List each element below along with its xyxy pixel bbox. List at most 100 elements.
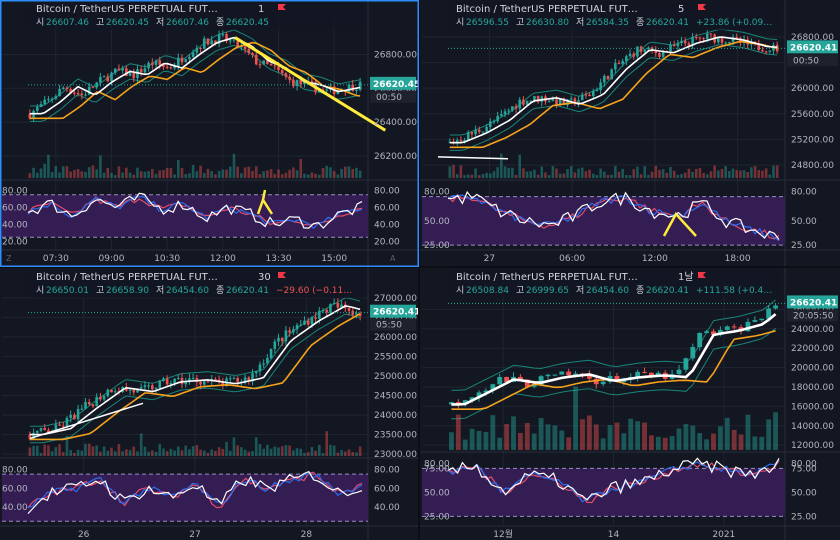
interval-label[interactable]: 30	[258, 272, 271, 283]
candle-body	[724, 326, 730, 331]
candle-body	[524, 379, 530, 387]
change-value: +23.86 (+0.09…	[696, 18, 772, 28]
candle-body	[603, 75, 606, 83]
candle-body	[184, 59, 188, 63]
candle-body	[759, 318, 765, 321]
ohlc-value: 26620.41	[646, 286, 689, 296]
time-tick-label: 06:00	[559, 254, 585, 264]
candle-body	[225, 34, 228, 42]
time-tick-label: 14	[608, 530, 620, 540]
candle-body	[329, 303, 332, 313]
candle-body	[54, 96, 58, 99]
interval-label[interactable]: 5	[678, 4, 684, 15]
ohlc-key: 고	[516, 18, 524, 28]
price-tick-label: 18000.00	[791, 383, 834, 393]
volume-bar	[136, 167, 139, 178]
candle-body	[483, 390, 489, 393]
ohlc-value: 26508.84	[466, 286, 509, 296]
candle-body	[694, 36, 698, 38]
interval-label[interactable]: 1	[258, 4, 264, 15]
volume-bar	[262, 448, 265, 456]
trendline-annotation[interactable]	[29, 402, 144, 440]
rsi-lines	[447, 190, 780, 242]
chart-pane-2[interactable]: 26800.0026400.0026000.0025600.0025200.00…	[420, 0, 840, 266]
candle-body	[199, 381, 202, 385]
candle-body	[214, 379, 217, 381]
arrow-annotation[interactable]	[256, 189, 274, 215]
volume-bar	[58, 444, 61, 456]
candle-body	[95, 396, 98, 407]
price-tag-label: 26620.45	[373, 80, 420, 90]
time-axis[interactable]: 07:30 09:00 10:30 12:00 13:30 15:00	[43, 254, 348, 264]
flag-icon[interactable]	[698, 4, 706, 10]
candle-body	[165, 66, 169, 68]
volume-bar	[106, 450, 110, 456]
chart-pane-4[interactable]: 26000.0024000.0022000.0020000.0018000.00…	[420, 268, 840, 540]
rsi-tick-label: 40.00	[374, 503, 400, 513]
ohlc-value: 26454.60	[586, 286, 629, 296]
trendline-annotation[interactable]	[234, 36, 387, 132]
axis-mark-right[interactable]: A	[390, 254, 396, 263]
volume-bar	[713, 165, 716, 178]
volume-bar	[325, 165, 329, 178]
volume-bar	[724, 166, 727, 178]
interval-label[interactable]: 1날	[678, 271, 694, 283]
volume-bar	[545, 424, 551, 450]
candle-body	[240, 46, 243, 48]
volume-bar	[113, 451, 117, 456]
flag-icon[interactable]	[278, 272, 286, 278]
chart-pane-3[interactable]: 27000.00 26500.00 26000.00 25500.00 25000.00…	[0, 268, 420, 540]
candle-body	[266, 357, 269, 364]
time-axis[interactable]: 26 27 28	[78, 530, 312, 540]
volume-bar	[184, 174, 188, 178]
volume-bar	[173, 450, 176, 456]
time-axis[interactable]: 12월 14 2021	[493, 528, 735, 540]
candle-body	[614, 375, 620, 383]
candle-body	[210, 40, 213, 45]
time-axis[interactable]: 27 06:00 12:00 18:00	[484, 254, 751, 264]
candle-body	[80, 93, 84, 95]
volume-bar	[775, 165, 779, 178]
candle-body	[102, 396, 106, 400]
volume-bar	[50, 451, 54, 456]
candle-body	[731, 37, 735, 43]
volume-bar	[232, 153, 236, 178]
flag-icon[interactable]	[698, 272, 706, 278]
volume-bar	[683, 424, 689, 450]
candle-body	[39, 428, 43, 431]
volume-bar	[306, 174, 310, 178]
volume-bar	[225, 169, 228, 178]
volume-bar	[266, 444, 269, 456]
axis-mark-left[interactable]: Z	[6, 254, 12, 263]
ohlc-value: 26620.41	[646, 18, 689, 28]
arrow-annotation[interactable]	[662, 211, 697, 237]
volume-bar	[47, 154, 50, 178]
chart-title: Bitcoin / TetherUS PERPETUAL FUT…	[456, 4, 638, 15]
chart-pane-1[interactable]: 26800.0026600.0026400.0026200.0026620.45…	[0, 0, 420, 266]
volume-bar	[355, 167, 358, 178]
volume-bar	[483, 432, 489, 450]
candle-body	[481, 131, 485, 133]
price-tick-label: 25000.00	[374, 372, 417, 382]
rsi-tick-label: 50.00	[791, 488, 817, 498]
chart-header: Bitcoin / TetherUS PERPETUAL FUT… 1시 26607…	[30, 2, 364, 30]
volume-bar	[154, 451, 158, 456]
candle-body	[191, 378, 195, 380]
volume-bar	[303, 173, 306, 178]
candle-body	[355, 89, 358, 91]
volume-bar	[329, 167, 332, 178]
volume-bar	[180, 168, 184, 178]
support-line[interactable]	[437, 156, 509, 160]
candle-body	[269, 63, 273, 66]
volume-bar	[154, 173, 158, 178]
volume-bar	[485, 172, 488, 178]
candle-body	[195, 47, 199, 53]
candle-body	[136, 69, 139, 79]
flag-icon[interactable]	[278, 4, 286, 10]
volume-bar	[531, 433, 537, 450]
candle-body	[731, 326, 737, 328]
price-axis[interactable]: 27000.00 26500.00 26000.00 25500.00 25000.00…	[374, 294, 417, 460]
candle-body	[147, 62, 150, 69]
candle-body	[280, 337, 284, 342]
candle-body	[158, 380, 162, 388]
